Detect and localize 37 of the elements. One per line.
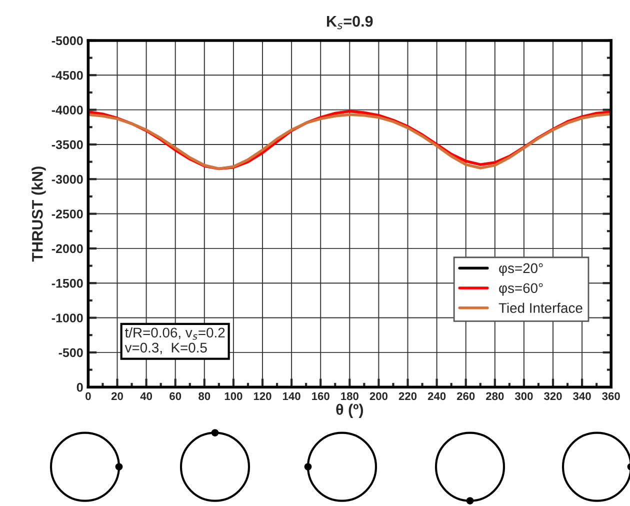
x-tick-label: 100 — [224, 392, 242, 400]
x-tick-label: 200 — [370, 392, 388, 400]
x-tick-label: 0 — [86, 392, 91, 400]
y-tick-label: -2000 — [52, 244, 83, 254]
y-tick-label: -4500 — [52, 70, 83, 80]
x-tick-label: 320 — [544, 392, 562, 400]
y-tick-label: -1000 — [52, 314, 83, 322]
x-tick-label: 140 — [282, 392, 300, 400]
x-tick-label: 180 — [341, 392, 358, 400]
chart-title: K$_{s}$=0.9 — [326, 16, 373, 30]
x-tick-label: 300 — [514, 392, 533, 400]
x-tick-label: 160 — [312, 392, 330, 400]
annotation: t/R=0.06, v$_{s}$=0.2 v=0.3, K=0.5 — [124, 327, 225, 354]
x-tick-label: 120 — [254, 392, 272, 400]
x-tick-label: 20 — [111, 392, 123, 400]
y-tick-label: -3000 — [52, 174, 83, 184]
x-tick-label: 40 — [140, 392, 152, 400]
y-tick-label: -1500 — [52, 278, 83, 288]
y-tick-label: -5000 — [52, 36, 83, 46]
y-tick-label: -500 — [58, 348, 83, 358]
legend-label: φs=20° — [499, 263, 543, 276]
y-tick-label: -4000 — [52, 106, 83, 114]
x-tick-label: 340 — [573, 392, 591, 400]
x-tick-label: 220 — [398, 392, 417, 400]
x-axis-title: θ (º) — [336, 404, 364, 418]
x-tick-label: 280 — [486, 392, 504, 400]
x-tick-label: 80 — [198, 392, 210, 400]
legend-label: Tied Interface — [498, 302, 582, 313]
legend-label: φs=60° — [499, 283, 543, 296]
y-tick-label: -3500 — [52, 140, 83, 150]
y-axis-title: THRUST (kN) — [32, 166, 46, 262]
y-tick-label: -2500 — [52, 210, 83, 218]
y-tick-label: 0 — [76, 382, 83, 392]
x-tick-label: 260 — [456, 392, 475, 400]
x-tick-label: 60 — [170, 392, 182, 400]
x-tick-label: 360 — [602, 392, 620, 400]
x-tick-label: 240 — [428, 392, 446, 400]
